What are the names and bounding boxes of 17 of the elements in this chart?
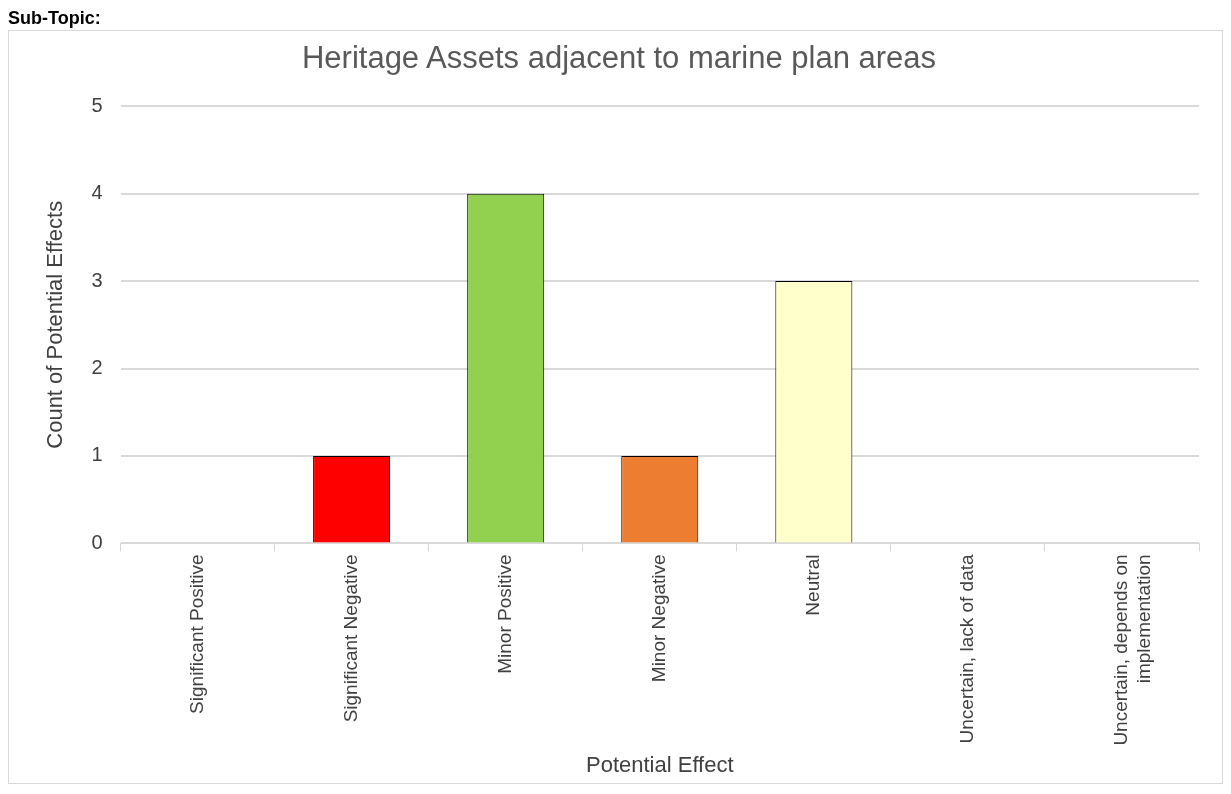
x-tick-label: Significant Negative	[339, 554, 361, 723]
y-tick-label: 3	[91, 268, 103, 291]
y-axis-title: Count of Potential Effects	[42, 200, 68, 449]
y-tick-label: 5	[91, 93, 103, 116]
y-tick-label: 0	[91, 530, 103, 553]
x-tick-label: Uncertain, lack of data	[956, 553, 978, 744]
chart-title: Heritage Assets adjacent to marine plan areas	[301, 40, 937, 76]
text: Sub-Topic:	[8, 8, 102, 30]
y-tick-label: 1	[91, 443, 103, 466]
x-tick-label: Minor Positive	[493, 554, 515, 674]
y-tick-label: 2	[91, 356, 103, 379]
x-tick-label: Significant Positive	[185, 554, 207, 714]
y-tick-label: 4	[91, 181, 103, 204]
x-tick-label: Minor Negative	[648, 554, 669, 683]
x-axis-title: Potential Effect	[585, 751, 734, 777]
x-tick-label: Neutral	[802, 554, 824, 616]
x-tick-label: Uncertain, depends on implementation	[1110, 554, 1154, 746]
